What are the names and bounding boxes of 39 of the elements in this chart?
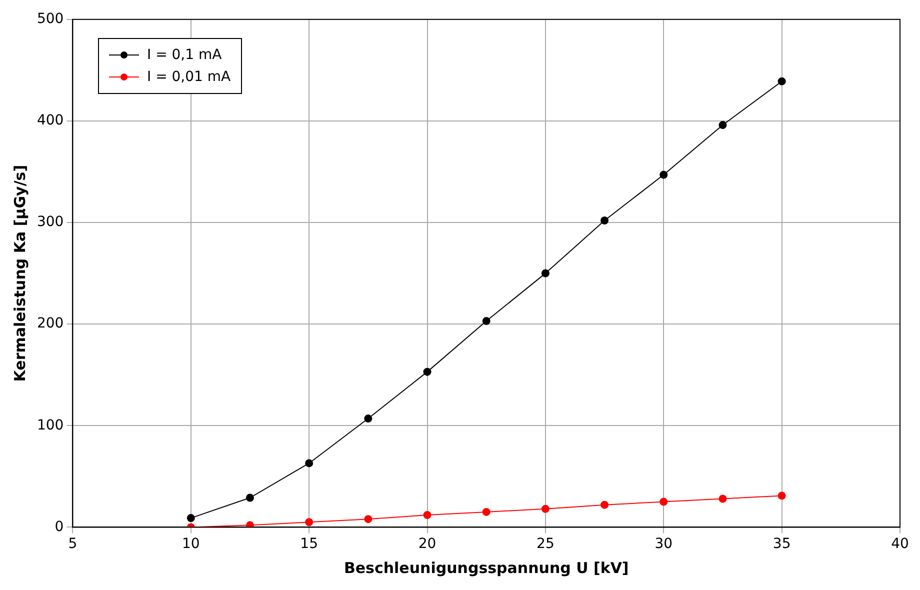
x-tick-label: 15 — [300, 536, 318, 552]
point — [423, 368, 432, 376]
point — [305, 459, 314, 468]
x-tick-label: 30 — [654, 536, 673, 552]
x-tick-label: 10 — [182, 536, 200, 552]
point — [246, 494, 254, 502]
point — [600, 500, 609, 509]
x-tick-label: 5 — [68, 536, 78, 552]
y-tick-label: 200 — [36, 316, 64, 332]
point — [718, 121, 727, 130]
x-tick-label: 35 — [772, 536, 791, 552]
point — [660, 170, 668, 179]
y-tick-label: 500 — [36, 11, 64, 28]
x-axis-title: Beschleunigungsspannung U [kV] — [344, 558, 629, 577]
point — [246, 521, 254, 528]
point — [600, 216, 609, 224]
point — [778, 492, 786, 500]
point — [482, 508, 490, 516]
y-axis-title: Kermaleistung Ka [µGy/s] — [10, 164, 29, 382]
point — [482, 317, 490, 326]
y-tick-label: 400 — [36, 112, 64, 129]
point — [305, 518, 314, 526]
point — [364, 414, 372, 423]
point — [423, 511, 432, 520]
point — [718, 494, 727, 503]
point — [778, 77, 786, 86]
x-tick-label: 20 — [418, 536, 436, 552]
point — [364, 515, 372, 524]
point — [541, 504, 550, 513]
x-tick-label: 40 — [891, 536, 909, 552]
point — [186, 514, 195, 522]
y-tick-label: 300 — [36, 214, 64, 230]
y-tick-label: 100 — [36, 417, 64, 434]
legend-label: I = 0,01 mA — [147, 68, 231, 87]
y-tick-label: 0 — [54, 518, 64, 535]
point — [660, 498, 668, 506]
legend-label: I = 0,1 mA — [147, 46, 222, 65]
point — [541, 269, 550, 278]
x-tick-label: 25 — [536, 536, 554, 552]
